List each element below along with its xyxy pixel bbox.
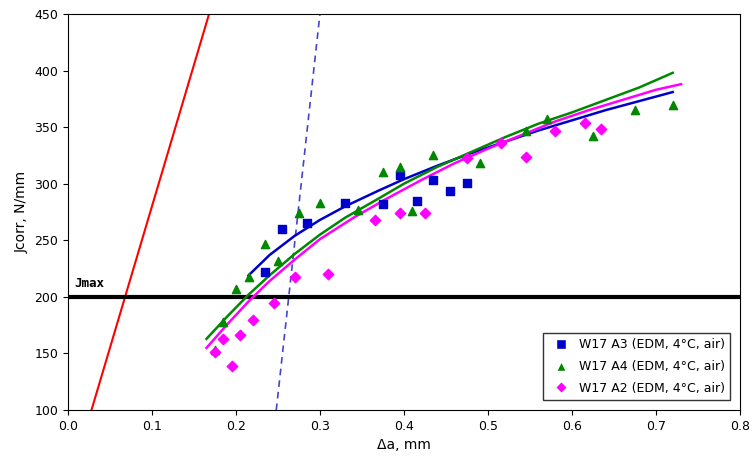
Point bbox=[268, 299, 280, 306]
X-axis label: Δa, mm: Δa, mm bbox=[377, 439, 431, 452]
Point bbox=[406, 207, 418, 215]
Point bbox=[519, 153, 532, 160]
Point bbox=[411, 197, 423, 205]
Point bbox=[427, 152, 439, 159]
Point bbox=[209, 349, 221, 356]
Point bbox=[578, 119, 590, 126]
Point bbox=[427, 177, 439, 184]
Point bbox=[629, 106, 641, 114]
Point bbox=[461, 179, 473, 186]
Point bbox=[519, 127, 532, 134]
Point bbox=[259, 268, 271, 276]
Point bbox=[495, 139, 507, 147]
Point bbox=[234, 332, 246, 339]
Point bbox=[461, 154, 473, 161]
Point bbox=[293, 209, 305, 217]
Point bbox=[288, 273, 300, 280]
Point bbox=[587, 132, 599, 140]
Point bbox=[276, 225, 288, 233]
Point bbox=[393, 163, 405, 171]
Point bbox=[667, 101, 679, 108]
Point bbox=[393, 171, 405, 178]
Point bbox=[247, 316, 259, 323]
Point bbox=[473, 160, 485, 167]
Point bbox=[377, 169, 389, 176]
Point bbox=[230, 285, 242, 293]
Point bbox=[595, 126, 607, 133]
Point bbox=[272, 257, 284, 264]
Point bbox=[314, 199, 326, 207]
Point bbox=[368, 216, 381, 224]
Point bbox=[541, 116, 553, 123]
Point bbox=[322, 271, 334, 278]
Point bbox=[301, 219, 313, 227]
Point bbox=[393, 209, 405, 217]
Point bbox=[217, 335, 230, 343]
Y-axis label: Jcorr, N/mm: Jcorr, N/mm bbox=[15, 171, 29, 253]
Point bbox=[339, 199, 351, 207]
Point bbox=[419, 209, 431, 217]
Point bbox=[352, 206, 364, 213]
Text: Jmax: Jmax bbox=[75, 277, 105, 290]
Point bbox=[226, 362, 238, 370]
Point bbox=[259, 240, 271, 247]
Point bbox=[242, 273, 254, 280]
Point bbox=[444, 187, 456, 194]
Point bbox=[377, 200, 389, 208]
Point bbox=[549, 127, 561, 134]
Legend: W17 A3 (EDM, 4°C, air), W17 A4 (EDM, 4°C, air), W17 A2 (EDM, 4°C, air): W17 A3 (EDM, 4°C, air), W17 A4 (EDM, 4°C… bbox=[543, 333, 730, 400]
Point bbox=[217, 318, 230, 326]
Point bbox=[209, 346, 221, 354]
